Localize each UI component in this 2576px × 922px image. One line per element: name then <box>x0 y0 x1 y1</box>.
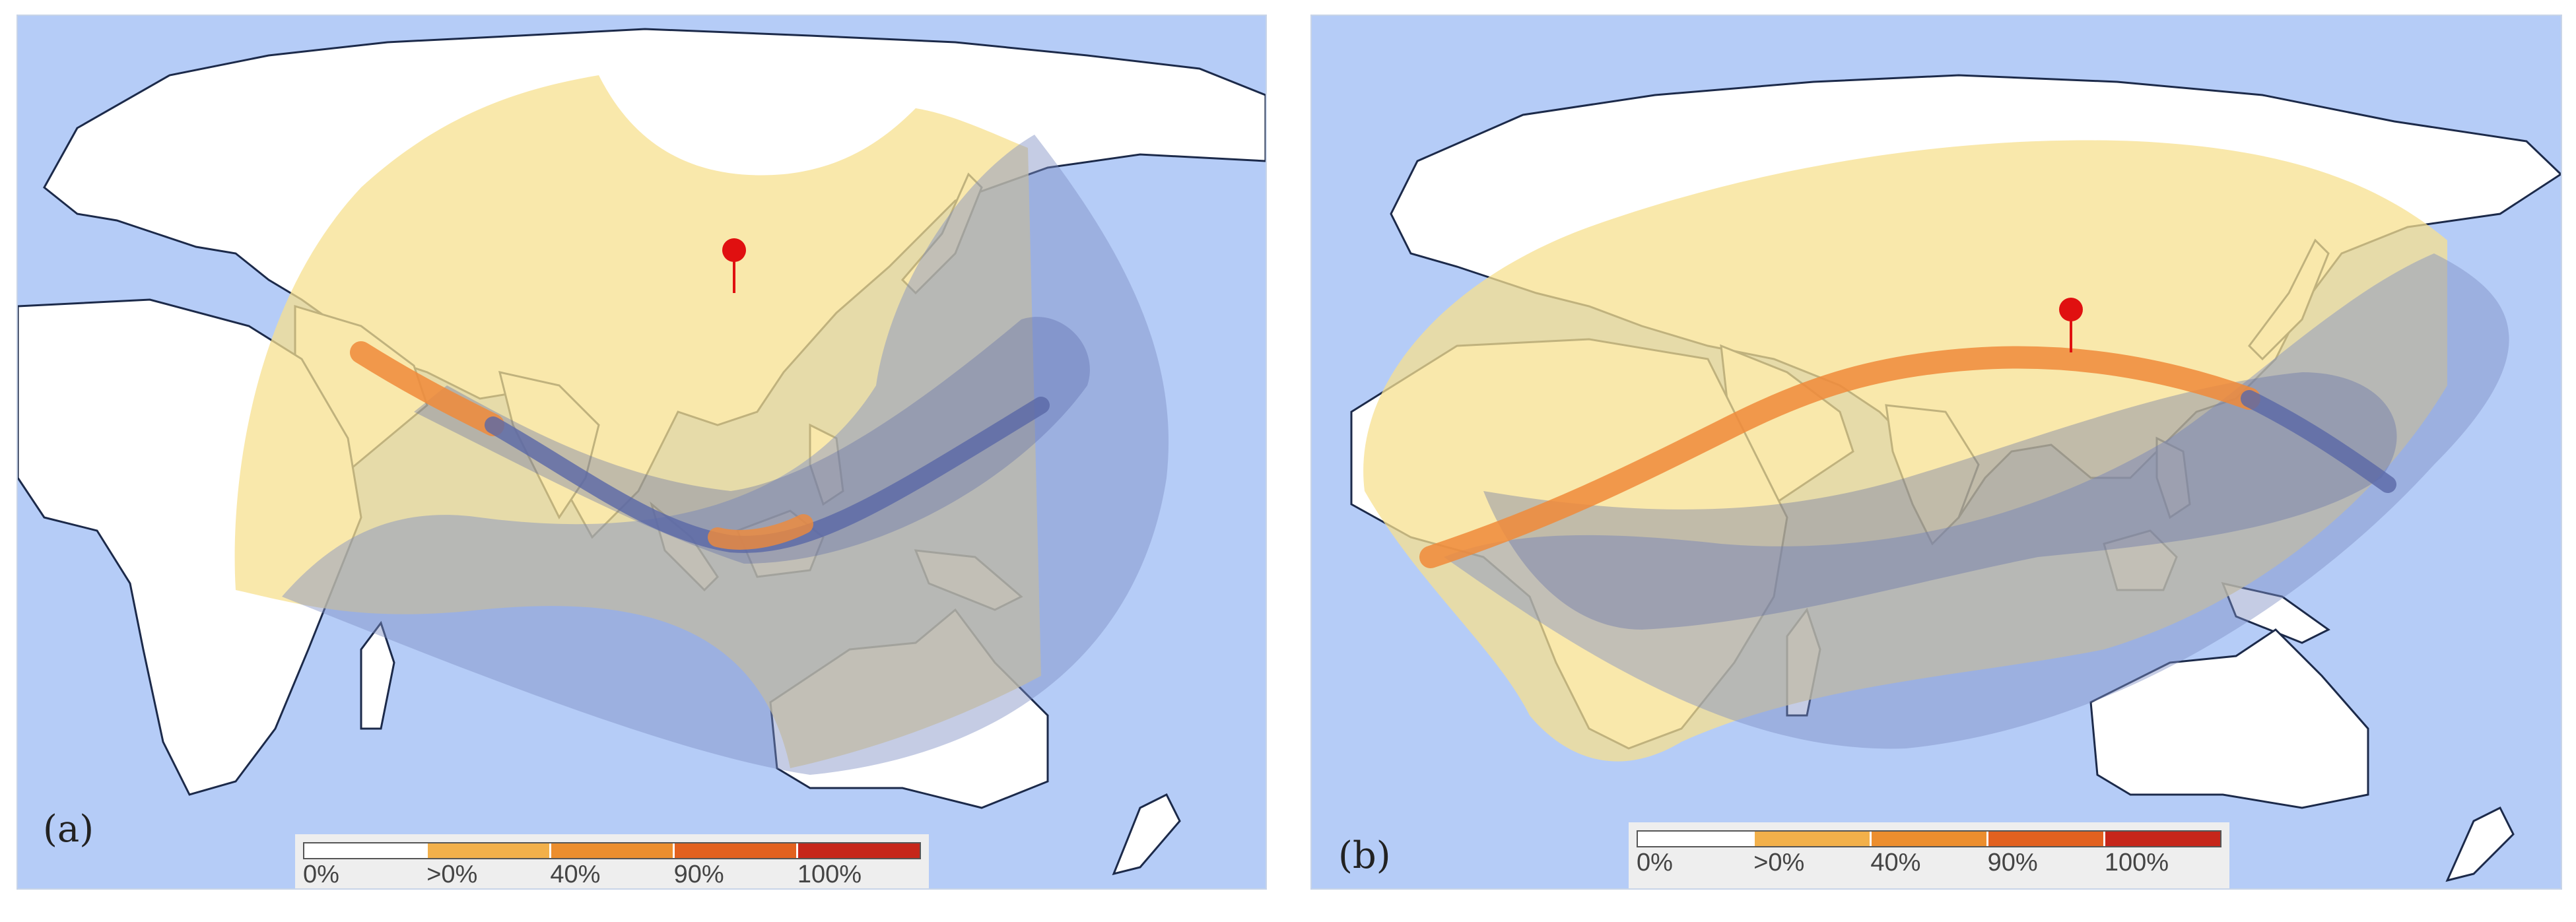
legend-label: 100% <box>797 861 862 888</box>
partial-eclipse-zone <box>234 75 1042 768</box>
map-canvas <box>1350 74 2561 882</box>
night-side-shade-outer <box>282 135 1169 775</box>
night-side-shade-outer <box>1444 253 2509 749</box>
panel-label-a: (a) <box>43 808 94 851</box>
legend-labels: 0% >0% 40% 90% 100% <box>1637 849 2221 877</box>
legend-label: 40% <box>550 861 601 888</box>
legend-label: >0% <box>1753 849 1805 876</box>
legend-label: >0% <box>426 861 478 888</box>
legend-swatch-none <box>1638 832 1753 846</box>
legend-swatch-40 <box>549 843 673 858</box>
legend-color-scale <box>1637 830 2221 847</box>
legend-label: 90% <box>673 861 724 888</box>
new-zealand-landmass <box>2445 806 2515 882</box>
map-pin-icon <box>722 238 746 293</box>
map-pin-icon <box>2059 298 2083 352</box>
legend-label: 100% <box>2104 849 2169 876</box>
legend-swatch-40 <box>1870 832 1986 846</box>
legend-labels: 0% >0% 40% 90% 100% <box>303 861 921 888</box>
legend-label: 0% <box>1637 849 1673 876</box>
australia-landmass <box>2089 628 2369 809</box>
obscuration-legend: 0% >0% 40% 90% 100% <box>295 834 929 888</box>
night-side-shade-inner <box>414 317 1090 564</box>
legend-color-scale <box>303 842 921 859</box>
central-path-day <box>1419 346 2260 568</box>
partial-eclipse-zone <box>1363 140 2447 762</box>
legend-label: 40% <box>1870 849 1921 876</box>
map-canvas <box>18 28 1266 876</box>
central-path-night <box>2241 390 2396 493</box>
eclipse-map-panel-a: (a) 0% >0% 40% 90% 100% <box>17 15 1267 890</box>
new-guinea-landmass <box>2221 581 2330 644</box>
legend-swatch-90 <box>1986 832 2103 846</box>
new-zealand-landmass <box>1112 793 1181 876</box>
legend-swatch-partial <box>426 843 549 858</box>
legend-swatch-90 <box>673 843 796 858</box>
obscuration-legend: 0% >0% 40% 90% 100% <box>1629 822 2229 888</box>
central-path-day-borneo <box>708 514 813 550</box>
legend-swatch-partial <box>1753 832 1870 846</box>
legend-swatch-none <box>304 843 426 858</box>
legend-swatch-total <box>2103 832 2220 846</box>
legend-label: 90% <box>1987 849 2038 876</box>
panel-label-b: (b) <box>1338 834 1391 877</box>
central-path-day <box>350 341 504 436</box>
legend-label: 0% <box>303 861 339 888</box>
madagascar-landmass <box>360 620 395 730</box>
night-side-shade-inner <box>1483 372 2397 630</box>
legend-swatch-total <box>796 843 920 858</box>
eclipse-map-panel-b: (b) 0% >0% 40% 90% 100% <box>1310 15 2562 890</box>
